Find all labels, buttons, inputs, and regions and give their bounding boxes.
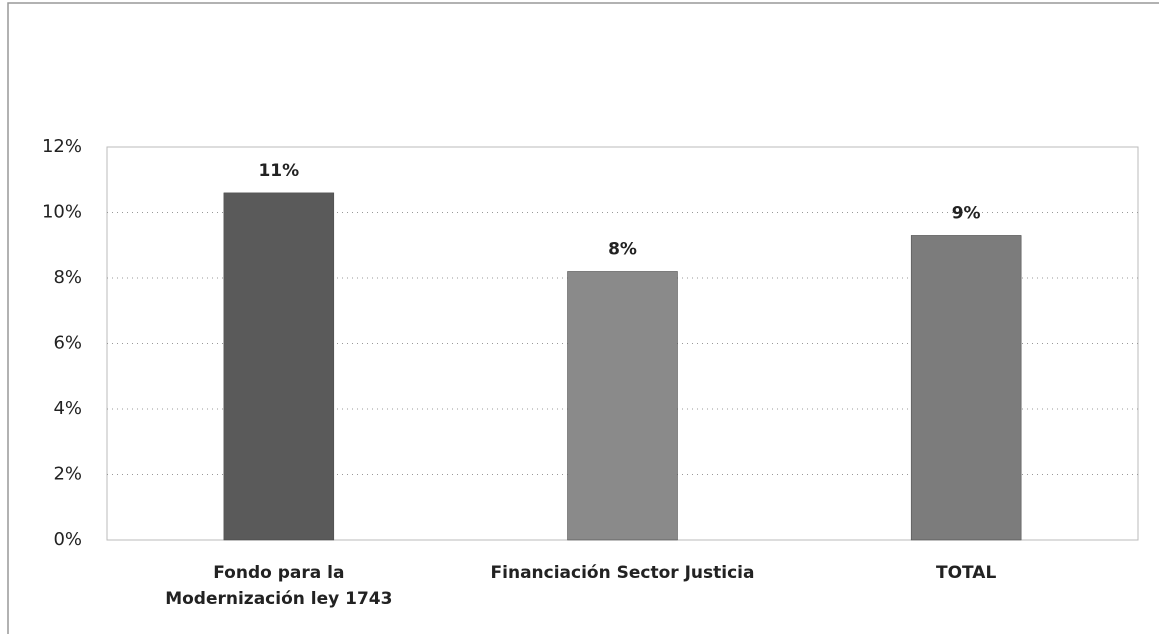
data-label: 11% [258,161,299,181]
y-tick-label: 0% [53,529,82,550]
y-tick-label: 4% [53,398,82,419]
bar [223,192,335,541]
x-tick-label: Fondo para la Modernización ley 1743 [165,563,393,609]
y-tick-label: 2% [53,464,82,485]
data-label: 8% [608,239,637,259]
data-label: 9% [952,203,981,223]
x-tick-label: TOTAL [935,563,997,583]
y-tick-label: 8% [53,267,82,288]
frame [7,2,1159,634]
bar [567,271,678,541]
y-tick-label: 12% [42,136,82,157]
x-tick-label: Financiación Sector Justicia [490,563,755,583]
y-tick-label: 10% [42,202,82,223]
bar [910,235,1022,541]
y-tick-label: 6% [53,333,82,354]
